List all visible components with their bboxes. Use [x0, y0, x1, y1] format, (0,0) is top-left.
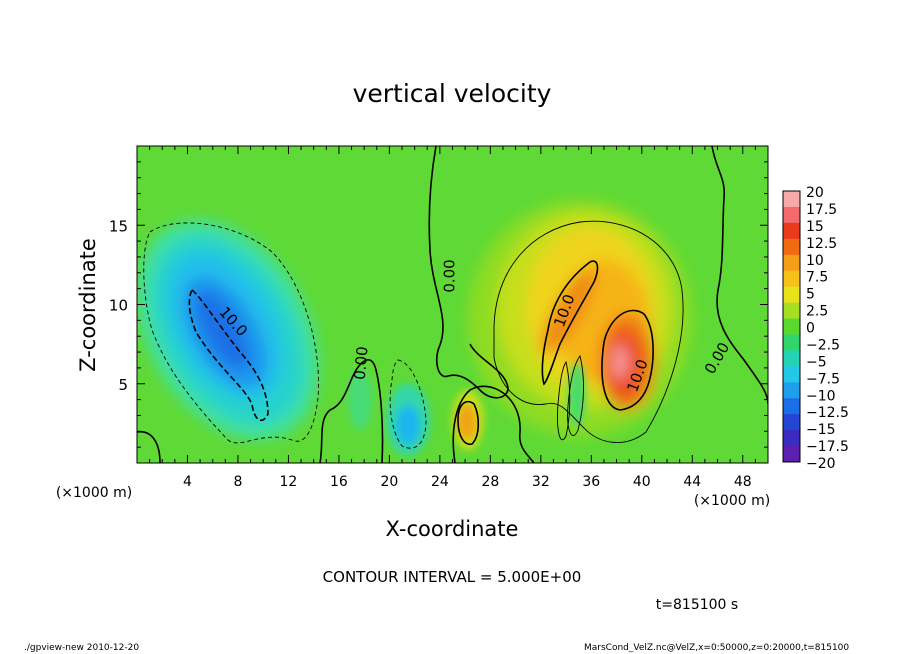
colorbar-label-7: 2.5 — [806, 304, 828, 320]
contour-zero-main — [428, 146, 509, 399]
x-tick-label-0: 4 — [183, 474, 192, 490]
time-stamp: t=815100 s — [656, 597, 738, 613]
positive-region — [468, 200, 692, 436]
colorbar-label-12: −10 — [806, 388, 836, 404]
colorbar-segment-8 — [783, 318, 800, 335]
colorbar-label-3: 12.5 — [806, 236, 837, 252]
colorbar-label-0: 20 — [806, 185, 824, 201]
x-tick-label-7: 32 — [532, 474, 550, 490]
contour-positive-10-b — [601, 309, 654, 411]
x-axis-label: X-coordinate — [386, 517, 519, 541]
colorbar-segment-5 — [783, 270, 800, 288]
footer-right: MarsCond_VelZ.nc@VelZ,x=0:50000,z=0:2000… — [584, 643, 850, 653]
x-unit-left: (×1000 m) — [56, 485, 132, 501]
contour-negative-inner — [188, 288, 269, 422]
footer-left: ./gpview-new 2010-12-20 — [24, 643, 140, 653]
colorbar: 2017.51512.5107.552.50−2.5−5−7.5−10−12.5… — [782, 185, 849, 472]
colorbar-segment-9 — [783, 334, 800, 351]
y-axis-label: Z-coordinate — [76, 238, 100, 372]
x-tick-label-1: 8 — [233, 474, 242, 490]
contour-interval: CONTOUR INTERVAL = 5.000E+00 — [323, 568, 582, 586]
colorbar-label-13: −12.5 — [806, 405, 849, 421]
colorbar-segment-15 — [783, 430, 800, 447]
small-negative-region — [348, 370, 430, 456]
contour-thin-b — [557, 360, 571, 441]
colorbar-label-1: 17.5 — [806, 202, 837, 218]
colorbar-frame — [782, 190, 801, 463]
colorbar-segment-12 — [783, 382, 800, 399]
contour-label-1: 0.00 — [440, 259, 458, 292]
colorbar-segment-7 — [783, 302, 800, 320]
contour-small-positive — [457, 400, 480, 445]
x-tick-label-6: 28 — [481, 474, 499, 490]
contour-negative-small — [389, 359, 427, 449]
x-tick-label-11: 48 — [734, 474, 752, 490]
y-tick-label-0: 5 — [118, 376, 128, 394]
x-unit-right: (×1000 m) — [694, 493, 770, 509]
contour-lines — [137, 146, 768, 463]
colorbar-label-14: −15 — [806, 422, 836, 438]
colorbar-segment-2 — [783, 222, 800, 240]
colorbar-label-16: −20 — [806, 456, 836, 472]
colorbar-segment-16 — [783, 446, 800, 463]
contour-positive-outer — [493, 220, 684, 443]
colorbar-segment-1 — [783, 206, 800, 224]
contour-zero-left — [319, 359, 384, 463]
colorbar-segment-13 — [783, 398, 800, 415]
x-tick-label-4: 20 — [380, 474, 398, 490]
colorbar-segment-10 — [783, 350, 800, 367]
colorbar-label-15: −17.5 — [806, 439, 849, 455]
chart-title: vertical velocity — [353, 79, 552, 108]
colorbar-label-5: 7.5 — [806, 270, 828, 286]
colorbar-label-6: 5 — [806, 287, 815, 303]
contour-zero-lower — [452, 385, 535, 463]
x-tick-label-8: 36 — [582, 474, 600, 490]
y-tick-label-1: 10 — [109, 297, 128, 315]
colorbar-segment-0 — [783, 191, 800, 208]
contour-positive-10-a — [541, 260, 599, 386]
colorbar-segment-6 — [783, 286, 800, 304]
colorbar-segment-14 — [783, 414, 800, 431]
colorbar-segment-11 — [783, 366, 800, 383]
contour-zero-right — [711, 146, 768, 405]
x-tick-label-10: 44 — [683, 474, 701, 490]
contour-negative-outer — [143, 222, 320, 444]
x-tick-label-3: 16 — [330, 474, 348, 490]
colorbar-label-10: −5 — [806, 354, 827, 370]
contour-label-2: 0.00 — [351, 346, 372, 381]
colorbar-label-2: 15 — [806, 219, 824, 235]
colorbar-segment-4 — [783, 254, 800, 272]
y-tick-label-2: 15 — [109, 217, 128, 235]
colorbar-label-9: −2.5 — [806, 337, 840, 353]
colorbar-label-8: 0 — [806, 321, 815, 337]
colorbar-label-4: 10 — [806, 253, 824, 269]
contour-zero-corner — [137, 431, 161, 463]
colorbar-segment-3 — [783, 238, 800, 256]
x-tick-label-2: 12 — [280, 474, 298, 490]
x-tick-label-5: 24 — [431, 474, 449, 490]
contour-thin-a — [567, 354, 584, 436]
colorbar-label-11: −7.5 — [806, 371, 840, 387]
x-tick-label-9: 40 — [633, 474, 651, 490]
